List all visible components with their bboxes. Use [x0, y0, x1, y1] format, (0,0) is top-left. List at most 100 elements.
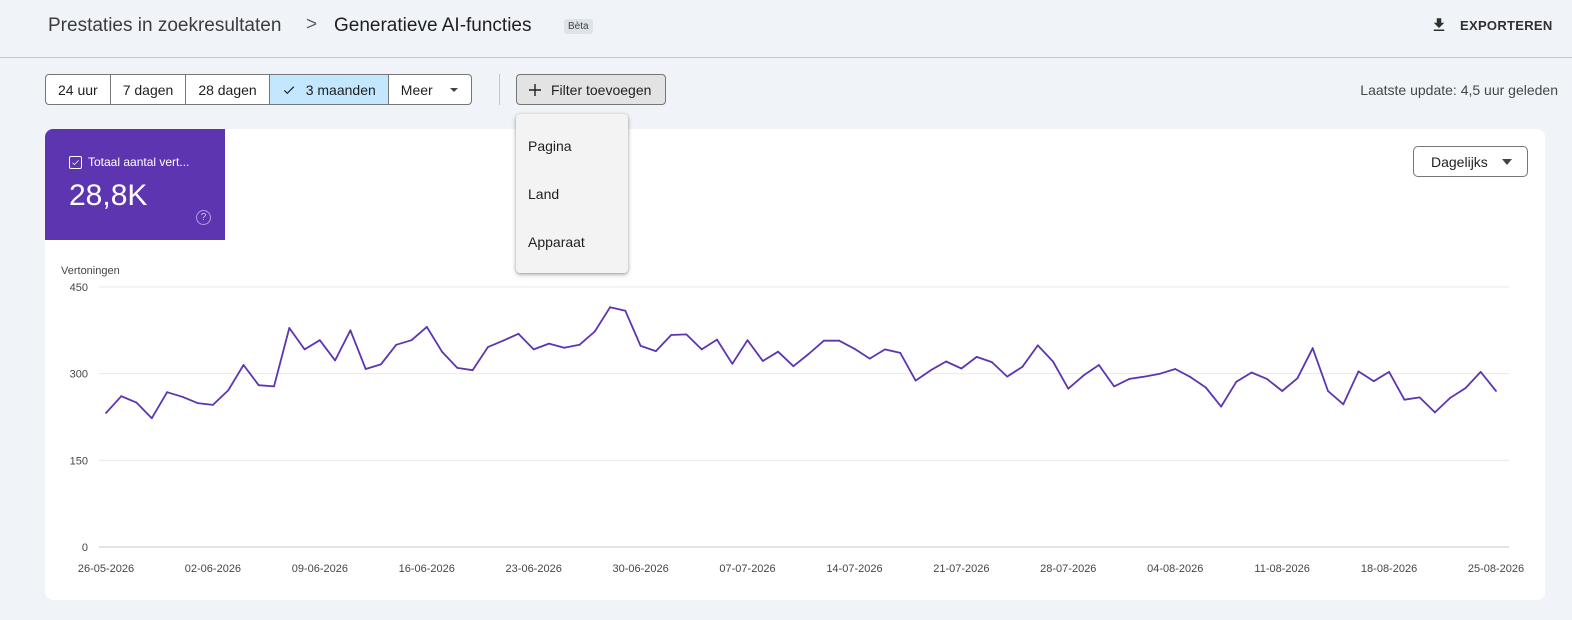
page-title: Generatieve AI-functies — [334, 15, 532, 36]
caret-down-icon — [1502, 159, 1512, 165]
y-tick-label: 150 — [70, 455, 88, 467]
granularity-dropdown[interactable]: Dagelijks — [1413, 146, 1528, 177]
data-point — [593, 330, 596, 333]
series-line — [105, 306, 1497, 420]
range-label: 3 maanden — [305, 81, 376, 98]
export-button[interactable]: EXPORTEREN — [1430, 16, 1553, 34]
filter-menu-item-page[interactable]: Pagina — [528, 138, 572, 154]
y-tick-label: 450 — [70, 282, 88, 294]
data-point — [257, 384, 260, 387]
data-point — [1250, 371, 1253, 374]
data-point — [1159, 372, 1161, 375]
data-point — [1235, 380, 1238, 383]
data-point — [1006, 375, 1009, 378]
download-icon — [1433, 18, 1445, 31]
data-point — [334, 359, 336, 362]
data-point — [563, 346, 566, 349]
data-point — [1403, 398, 1406, 401]
data-point — [517, 332, 520, 335]
range-label: 7 dagen — [122, 81, 174, 98]
filter-menu: Pagina Land Apparaat — [516, 114, 628, 273]
metric-card-impressions[interactable]: Totaal aantal vert... 28,8K ? — [45, 129, 225, 240]
data-point — [1128, 378, 1131, 380]
data-point — [1143, 375, 1146, 378]
data-point — [395, 343, 398, 346]
data-point — [105, 412, 107, 414]
data-point — [1174, 368, 1177, 370]
data-point — [1357, 370, 1360, 373]
beta-badge: Bèta — [564, 19, 593, 34]
data-point — [975, 356, 978, 358]
data-point — [884, 348, 886, 351]
data-point — [364, 368, 367, 370]
data-point — [227, 389, 230, 392]
data-point — [609, 306, 611, 309]
data-point — [471, 369, 474, 372]
data-point — [1113, 385, 1115, 388]
y-tick-label: 0 — [82, 542, 88, 554]
data-point — [1327, 390, 1329, 392]
range-label: 28 dagen — [198, 81, 257, 98]
x-tick-label: 30-06-2026 — [612, 563, 668, 575]
x-tick-label: 02-06-2026 — [185, 563, 241, 575]
data-point — [135, 401, 138, 404]
y-axis-ticks: 0 150 300 450 — [70, 282, 88, 554]
data-point — [929, 369, 932, 372]
filter-menu-item-country[interactable]: Land — [528, 186, 560, 202]
x-tick-label: 09-06-2026 — [292, 563, 348, 575]
last-update-text: Laatste update: 4,5 uur geleden — [1360, 82, 1558, 98]
data-point — [639, 345, 642, 347]
data-point — [777, 350, 779, 353]
checkbox-checked-icon[interactable] — [69, 155, 82, 169]
data-point — [410, 339, 413, 342]
data-point — [1036, 344, 1039, 347]
x-tick-label: 07-07-2026 — [719, 563, 775, 575]
add-filter-button[interactable]: Filter toevoegen — [516, 74, 667, 105]
range-label: 24 uur — [58, 81, 98, 98]
x-tick-label: 21-07-2026 — [933, 563, 989, 575]
data-point — [899, 352, 902, 354]
range-label: Meer — [400, 81, 433, 98]
data-point — [1204, 386, 1207, 389]
data-point — [991, 361, 993, 363]
help-icon[interactable]: ? — [196, 210, 211, 225]
x-tick-label: 04-08-2026 — [1147, 563, 1203, 575]
data-point — [700, 348, 703, 351]
data-point — [1479, 371, 1482, 373]
data-point — [1388, 371, 1390, 373]
data-point — [838, 339, 841, 342]
data-point — [624, 309, 627, 312]
series-points — [105, 306, 1497, 420]
range-7-days[interactable]: 7 dagen — [111, 75, 187, 104]
data-point — [853, 347, 856, 350]
data-point — [196, 402, 199, 404]
data-point — [823, 339, 825, 342]
metric-label: Totaal aantal vert... — [69, 155, 189, 169]
data-point — [532, 348, 535, 351]
range-more-dropdown[interactable]: Meer — [389, 75, 471, 104]
x-tick-label: 23-06-2026 — [506, 563, 562, 575]
data-point — [502, 339, 504, 342]
data-point — [1296, 377, 1299, 380]
data-point — [1082, 374, 1085, 377]
range-24-hours[interactable]: 24 uur — [46, 75, 111, 104]
data-point — [746, 339, 749, 342]
x-tick-label: 26-05-2026 — [78, 563, 134, 575]
data-point — [303, 348, 306, 351]
data-point — [655, 350, 657, 352]
data-point — [1052, 360, 1054, 363]
x-tick-label: 25-08-2026 — [1468, 563, 1524, 575]
data-point — [1220, 405, 1222, 408]
y-axis-title: Vertoningen — [61, 265, 120, 277]
range-3-months[interactable]: 3 maanden — [269, 75, 389, 104]
breadcrumb-parent[interactable]: Prestaties in zoekresultaten — [48, 15, 282, 36]
data-point — [456, 367, 459, 369]
filter-menu-item-device[interactable]: Apparaat — [528, 234, 585, 250]
data-point — [425, 326, 428, 328]
data-point — [1418, 396, 1421, 399]
caret-down-icon — [449, 87, 458, 92]
data-point — [273, 385, 275, 388]
data-point — [1021, 365, 1024, 368]
range-28-days[interactable]: 28 dagen — [186, 75, 270, 104]
